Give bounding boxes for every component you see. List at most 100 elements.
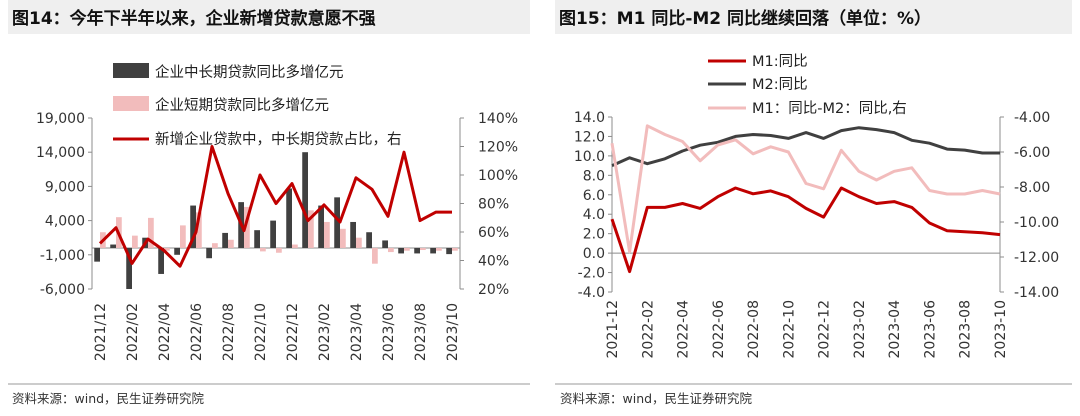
left-bar-short-term (324, 221, 330, 248)
right-chart-title: 图15：M1 同比-M2 同比继续回落（单位：%） (559, 8, 931, 29)
left-bar-long-term (286, 188, 292, 248)
right-y-tick-label: 4.0 (583, 207, 605, 223)
left-bar-long-term (158, 247, 164, 274)
left-x-tick-label: 2021/12 (93, 303, 109, 361)
left-title-band (8, 0, 530, 34)
left-bar-short-term (436, 247, 442, 251)
right-legend-label-m1: M1:同比 (752, 53, 808, 70)
left-bar-long-term (206, 247, 212, 259)
left-bar-long-term (446, 247, 452, 255)
left-bar-long-term (366, 232, 372, 248)
right-x-tick-label: 2023-06 (923, 300, 939, 359)
left-y2-tick-label: 120% (478, 140, 518, 156)
right-y2-tick-label: -10.00 (1014, 215, 1059, 231)
right-title-band (555, 0, 1072, 34)
right-y-tick-label: -4.0 (578, 285, 605, 301)
left-x-tick-label: 2023/04 (349, 303, 365, 361)
right-m2-line (611, 126, 1000, 167)
left-bar-long-term (398, 247, 404, 254)
right-y2-tick-label: -8.00 (1014, 180, 1050, 196)
left-y-tick-label: 4,000 (45, 214, 85, 230)
left-bar-short-term (340, 228, 346, 248)
left-bar-short-term (244, 206, 250, 248)
left-y-tick-label: 9,000 (45, 179, 85, 195)
left-bar-long-term (334, 197, 340, 248)
left-bar-short-term (180, 225, 186, 248)
left-legend-swatch-long-term (113, 63, 149, 78)
left-bar-long-term (126, 247, 132, 289)
left-x-tick-label: 2022/08 (221, 303, 237, 361)
left-bar-short-term (132, 235, 138, 248)
left-bar-short-term (260, 247, 266, 252)
left-bar-long-term (270, 220, 276, 248)
left-bar-long-term (190, 205, 196, 248)
right-x-tick-label: 2022-04 (676, 300, 692, 359)
left-bar-short-term (212, 243, 218, 248)
right-x-tick-label: 2023-04 (887, 300, 903, 359)
left-bar-short-term (228, 239, 234, 248)
right-y-tick-label: 6.0 (583, 188, 605, 204)
left-y-tick-label: 14,000 (36, 145, 85, 161)
left-bar-short-term (148, 217, 154, 248)
left-bar-short-term (308, 210, 314, 248)
left-bar-short-term (196, 212, 202, 248)
left-x-tick-label: 2022/06 (189, 303, 205, 361)
right-source-note: 资料来源：wind，民生证券研究院 (560, 391, 753, 406)
right-x-tick-label: 2022-08 (746, 300, 762, 359)
left-bar-long-term (174, 247, 180, 255)
left-bar-long-term (222, 232, 228, 248)
left-legend-label-long-term: 企业中长期贷款同比多增亿元 (155, 63, 344, 81)
left-y-tick-label: -1,000 (40, 248, 85, 264)
left-bar-long-term (94, 247, 100, 262)
left-x-tick-label: 2022/12 (285, 303, 301, 361)
left-x-tick-label: 2023/02 (317, 303, 333, 361)
right-y-tick-label: 14.0 (574, 110, 605, 126)
left-y2-tick-label: 140% (478, 111, 518, 127)
left-y2-tick-label: 20% (478, 282, 509, 298)
left-legend-swatch-short-term (113, 96, 149, 111)
right-m1-line (610, 186, 1001, 274)
left-y2-tick-label: 60% (478, 225, 509, 241)
left-y-tick-label: 19,000 (36, 111, 85, 127)
right-chart: 14.0 12.0 10.0 8.0 6.0 4.0 2.0 0.0 -2.0 -4.0 -4.00… (574, 53, 1059, 359)
left-bar-short-term (372, 247, 378, 264)
left-ratio-line (98, 145, 452, 268)
right-spread-line (610, 124, 1001, 254)
left-y-tick-label: -6,000 (40, 282, 85, 298)
right-x-tick-label: 2022-10 (781, 300, 797, 359)
left-legend-label-ratio: 新增企业贷款中，中长期贷款占比，右 (155, 130, 402, 148)
right-y-tick-label: 0.0 (583, 246, 605, 262)
right-x-tick-label: 2021-12 (605, 300, 621, 359)
left-source-note: 资料来源：wind，民生证券研究院 (12, 391, 205, 406)
left-bar-long-term (382, 240, 388, 248)
left-chart-title: 图14：今年下半年以来，企业新增贷款意愿不强 (12, 8, 376, 29)
left-y2-tick-label: 40% (478, 254, 509, 270)
left-bar-long-term (318, 205, 324, 248)
left-y2-tick-label: 100% (478, 168, 518, 184)
left-legend-label-short-term: 企业短期贷款同比多增亿元 (155, 96, 329, 114)
right-legend-label-m2: M2:同比 (752, 76, 808, 93)
right-y-tick-label: 8.0 (583, 168, 605, 184)
left-bar-long-term (302, 152, 308, 248)
left-y2-tick-label: 80% (478, 197, 509, 213)
left-bar-short-term (452, 247, 458, 251)
left-bar-long-term (350, 221, 356, 248)
right-y2-tick-label: -4.00 (1014, 110, 1050, 126)
right-x-tick-label: 2022-02 (640, 300, 656, 359)
left-bar-long-term (414, 247, 420, 254)
right-x-tick-label: 2022-06 (711, 300, 727, 359)
left-bar-long-term (430, 247, 436, 254)
left-bar-short-term (164, 247, 170, 251)
left-x-tick-label: 2022/10 (253, 303, 269, 361)
right-legend-label-spread: M1：同比-M2：同比,右 (752, 100, 907, 117)
left-x-tick-label: 2022/02 (125, 303, 141, 361)
right-y-tick-label: 10.0 (574, 149, 605, 165)
left-x-tick-label: 2023/06 (381, 303, 397, 361)
right-x-tick-label: 2023-08 (958, 300, 974, 359)
left-bar-short-term (388, 247, 394, 253)
right-x-tick-label: 2022-12 (817, 300, 833, 359)
left-x-tick-label: 2023/08 (413, 303, 429, 361)
left-bar-long-term (110, 244, 116, 248)
